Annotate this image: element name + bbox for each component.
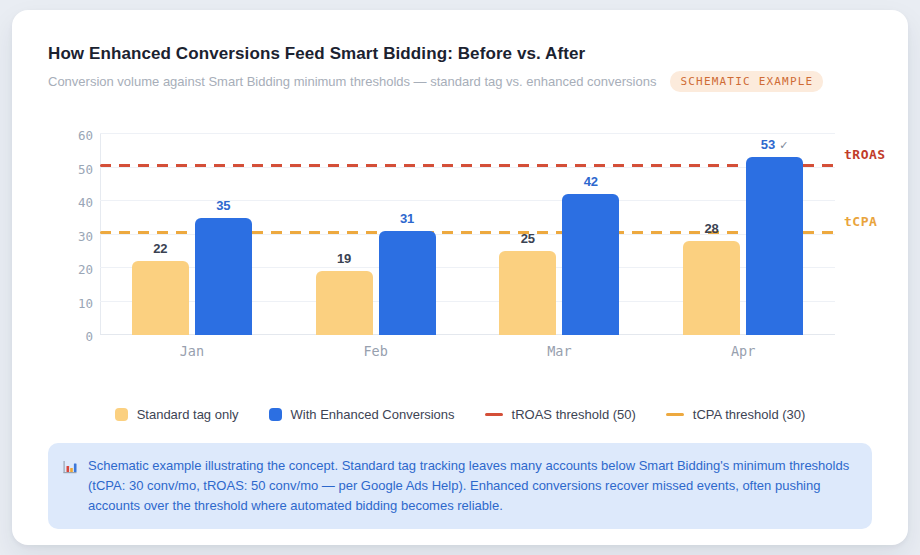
bar: 22 [132,261,189,335]
x-tick-label: Apr [651,343,835,361]
bar-value-label: 31 [400,211,414,226]
x-tick-label: Feb [284,343,468,361]
bar-chart-icon [62,459,78,516]
legend-item: With Enhanced Conversions [269,407,455,422]
bar-value-label: 19 [337,251,351,266]
bar: 25 [499,251,556,335]
bar: 31 [379,231,436,335]
page-subtitle: Conversion volume against Smart Bidding … [48,74,656,89]
y-tick-label: 50 [78,161,93,176]
legend-label: tCPA threshold (30) [693,407,805,422]
x-axis-labels: JanFebMarApr [100,343,835,361]
chart: 0102030405060 tROAStCPA 2235193125422853… [48,134,872,361]
x-tick-label: Jan [100,343,284,361]
footnote-text: Schematic example illustrating the conce… [88,456,854,516]
bar: 53✓ [746,157,803,335]
bar: 42 [562,194,619,335]
bar-value-label: 53✓ [761,137,789,152]
y-tick-label: 40 [78,195,93,210]
check-icon: ✓ [779,139,788,151]
y-tick-label: 60 [78,128,93,143]
bar-value-label: 42 [584,174,598,189]
y-tick-label: 30 [78,228,93,243]
footnote-box: Schematic example illustrating the conce… [48,443,872,529]
bar-group-mar: 2542 [468,134,652,335]
legend-label: tROAS threshold (50) [512,407,636,422]
bar-group-feb: 1931 [284,134,468,335]
bar: 19 [316,271,373,335]
bar-group-jan: 2235 [100,134,284,335]
bar-value-label: 28 [704,221,718,236]
plot-area: 0102030405060 tROAStCPA 2235193125422853… [100,134,835,335]
bar: 28 [683,241,740,335]
schematic-example-badge: SCHEMATIC EXAMPLE [670,71,823,92]
chart-legend: Standard tag only With Enhanced Conversio… [48,407,872,422]
bar: 35 [195,218,252,335]
subtitle-row: Conversion volume against Smart Bidding … [48,71,872,92]
legend-label: Standard tag only [137,407,239,422]
legend-dash-swatch [485,413,503,417]
legend-item: tROAS threshold (50) [485,407,636,422]
legend-item: tCPA threshold (30) [666,407,805,422]
bar-value-label: 25 [521,231,535,246]
bar-layer: 2235193125422853✓ [100,134,835,335]
threshold-label-tcpa: tCPA [844,214,877,229]
y-tick-label: 10 [78,295,93,310]
threshold-label-troas: tROAS [844,147,886,162]
bar-group-apr: 2853✓ [651,134,835,335]
y-tick-label: 20 [78,262,93,277]
bar-value-label: 35 [216,198,230,213]
bar-value-label: 22 [153,241,167,256]
x-tick-label: Mar [468,343,652,361]
legend-swatch [115,408,128,421]
legend-swatch [269,408,282,421]
legend-dash-swatch [666,413,684,417]
legend-item: Standard tag only [115,407,239,422]
page-title: How Enhanced Conversions Feed Smart Bidd… [48,44,872,64]
chart-card: How Enhanced Conversions Feed Smart Bidd… [12,10,908,545]
legend-label: With Enhanced Conversions [291,407,455,422]
y-tick-label: 0 [85,329,93,344]
